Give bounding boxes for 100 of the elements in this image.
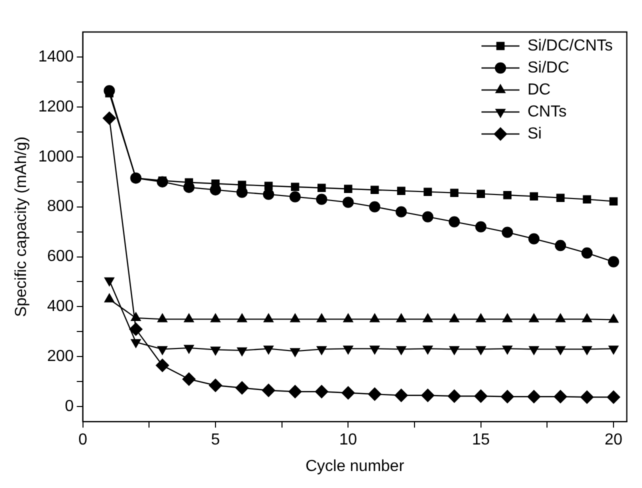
point [580,390,594,404]
point [157,314,168,322]
point [342,386,355,400]
point [582,195,592,204]
point [370,346,380,354]
point [608,256,620,268]
point [290,314,300,322]
point [500,390,514,404]
point [502,314,512,322]
y-axis-title: Specific capacity (mAh/g) [13,136,30,318]
point [104,277,114,286]
point [369,201,380,212]
y-tick-label: 400 [47,298,74,316]
point [556,194,565,202]
point [396,346,406,355]
y-tick-label: 1400 [38,48,74,66]
point [474,390,488,403]
point [448,390,461,403]
point [184,344,194,354]
legend-label: DC [527,81,551,98]
point [606,390,620,404]
point [316,314,327,322]
point [396,314,406,322]
point [290,348,300,357]
y-tick-label: 1200 [38,98,74,116]
point [528,314,539,322]
point [475,221,486,232]
point [262,188,274,200]
y-tick-label: 200 [47,348,74,366]
point [344,184,352,193]
legend-label: Si/DC/CNTs [527,37,613,54]
point [238,180,246,189]
y-tick-label: 800 [47,198,74,216]
point [422,314,433,322]
point [582,346,592,355]
point [396,206,407,218]
x-tick-label: 0 [78,432,88,449]
point [450,188,458,197]
x-tick-label: 10 [339,432,358,449]
point [609,197,618,206]
point [130,339,141,348]
point [476,190,485,198]
point [554,240,566,252]
point [421,388,434,402]
point [476,346,486,355]
y-tick-label: 1000 [38,148,74,166]
point [315,385,328,398]
point [581,247,593,259]
point [556,346,566,355]
point [184,314,194,322]
legend-label: Si [527,125,542,142]
point [157,346,168,355]
point [129,322,142,336]
point [449,346,460,355]
point [316,194,328,205]
y-tick-label: 0 [64,398,74,416]
point [317,184,326,192]
point [262,384,276,397]
point [156,358,170,372]
point [502,226,513,238]
point [237,314,247,322]
point [424,188,432,196]
point [343,314,354,322]
point [182,372,196,386]
point [237,347,247,356]
point [290,182,300,191]
x-tick-label: 15 [472,432,490,449]
y-tick-label: 600 [47,248,74,266]
point [449,314,460,322]
point [502,346,512,354]
point [264,314,274,322]
point [608,346,618,354]
point [288,385,302,398]
point [582,314,592,322]
point [397,186,406,195]
x-tick-label: 20 [604,432,623,449]
point [368,388,382,401]
point [528,233,540,244]
x-tick-label: 5 [211,432,220,449]
point [264,346,274,354]
point [422,346,433,354]
point [608,314,618,323]
point [554,390,568,404]
point [370,314,380,322]
point [316,346,327,355]
point [422,211,434,222]
point [102,112,116,125]
point [289,191,301,202]
point [235,381,249,394]
point [528,346,539,355]
point [556,314,566,322]
point [342,196,354,208]
point [370,186,379,194]
point [527,390,541,404]
legend-label: Si/DC [527,59,570,76]
legend-label: CNTs [527,103,567,120]
point [476,314,486,322]
point [130,312,141,322]
point [210,314,220,322]
point [343,346,354,354]
